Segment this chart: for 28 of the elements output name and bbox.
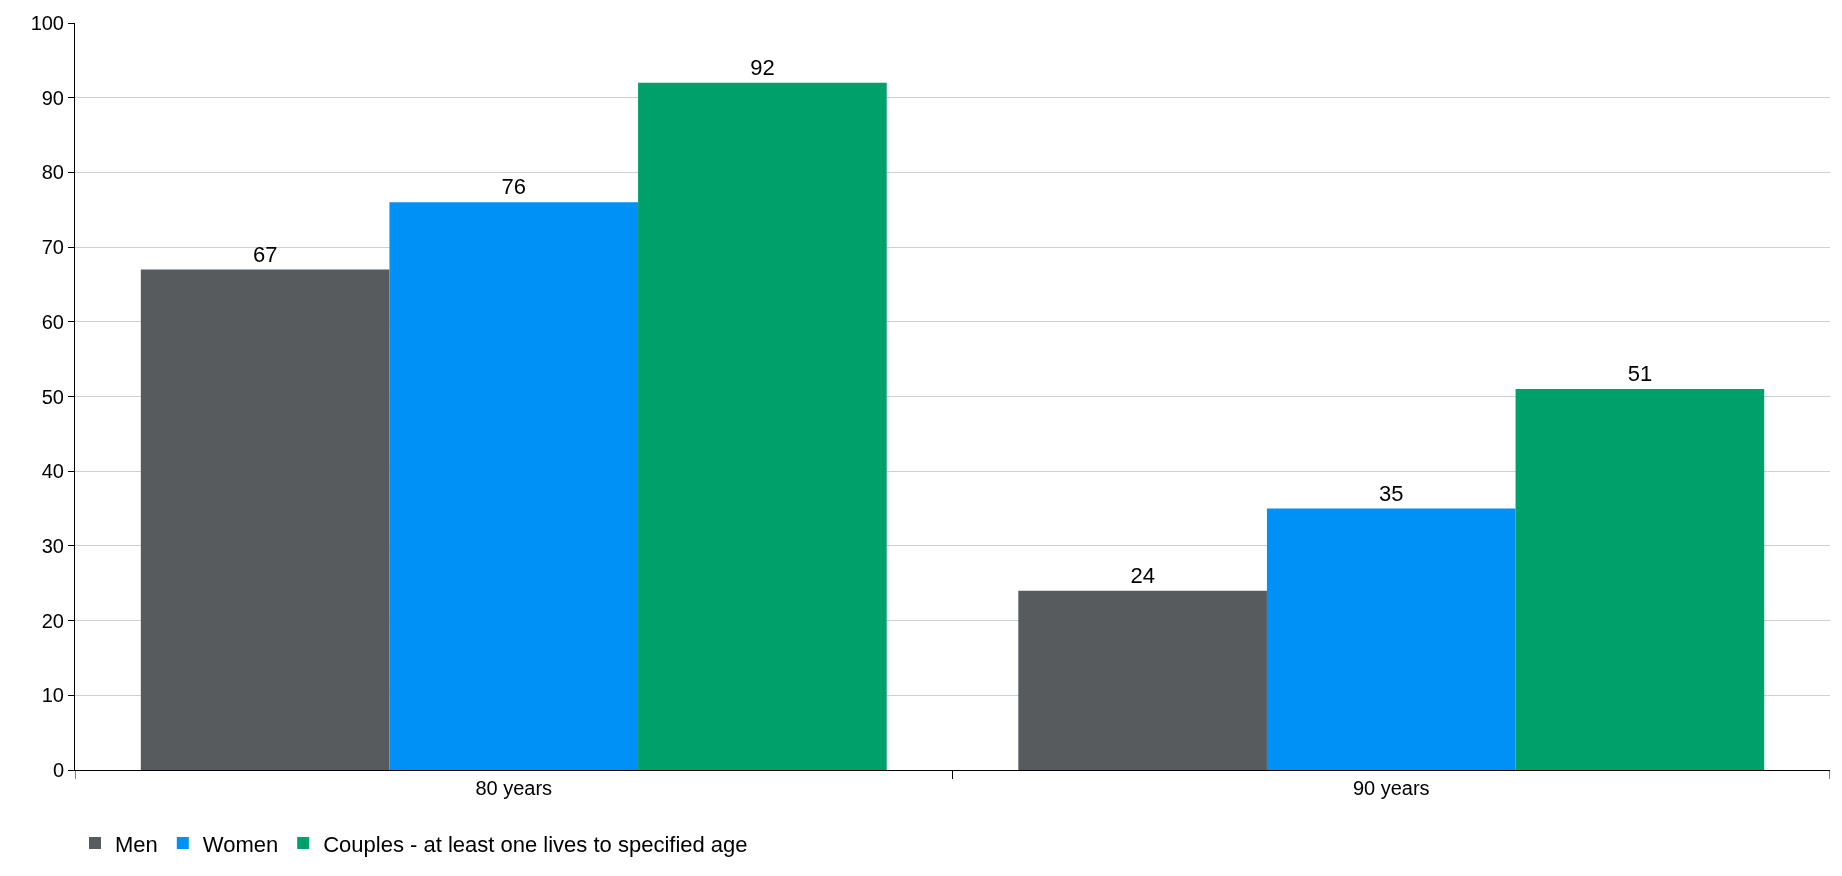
bar bbox=[1266, 508, 1516, 770]
y-tick-label: 20 bbox=[41, 609, 64, 632]
y-tick-label: 70 bbox=[41, 236, 64, 259]
y-tick-label: 50 bbox=[41, 385, 64, 408]
x-tick-label: 80 years bbox=[475, 777, 553, 799]
legend-label: Women bbox=[202, 831, 279, 857]
legend-label: Men bbox=[115, 831, 158, 857]
y-tick-label: 0 bbox=[52, 759, 64, 781]
data-label: 67 bbox=[252, 241, 278, 267]
bar bbox=[638, 82, 887, 770]
data-label: 76 bbox=[501, 174, 526, 200]
y-tick-label: 80 bbox=[41, 161, 64, 184]
x-tick-label: 90 years bbox=[1352, 777, 1430, 799]
data-label: 51 bbox=[1627, 361, 1653, 387]
legend-label: Couples - at least one lives to specified age bbox=[323, 831, 748, 857]
y-tick-label: 100 bbox=[30, 12, 64, 34]
data-label: 92 bbox=[750, 54, 775, 80]
bar bbox=[1515, 389, 1765, 770]
y-tick-label: 60 bbox=[41, 310, 64, 333]
bar bbox=[389, 202, 639, 770]
y-tick-label: 90 bbox=[41, 86, 64, 109]
y-tick-label: 30 bbox=[41, 534, 64, 557]
data-label: 35 bbox=[1379, 480, 1404, 506]
bar bbox=[1018, 590, 1267, 770]
y-tick-label: 40 bbox=[41, 460, 64, 483]
data-label: 24 bbox=[1130, 562, 1155, 588]
y-tick-label: 10 bbox=[41, 684, 64, 707]
bar bbox=[140, 269, 390, 770]
